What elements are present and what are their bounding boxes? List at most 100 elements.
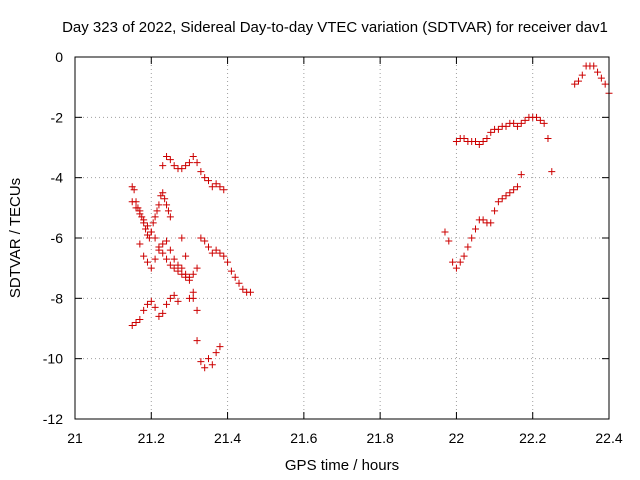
data-point-marker [208,249,216,257]
data-point-marker [216,183,224,191]
data-point-marker [140,306,148,314]
data-point-marker [460,252,468,260]
x-axis-label: GPS time / hours [285,457,399,474]
data-point-marker [475,140,483,148]
data-point-marker [153,207,161,215]
data-point-marker [155,201,163,209]
data-point-marker [189,288,197,296]
data-point-marker [494,198,502,206]
data-point-marker [140,216,148,224]
data-point-marker [590,62,598,70]
data-point-marker [491,207,499,215]
data-point-marker [544,134,552,142]
data-point-marker [227,267,235,275]
data-point-marker [502,192,510,200]
data-point-marker [166,213,174,221]
data-point-marker [193,159,201,167]
x-tick-label: 21.4 [214,430,241,446]
data-point-marker [212,246,220,254]
data-point-marker [155,312,163,320]
data-point-marker [212,180,220,188]
data-point-marker [601,80,609,88]
series-sat-9 [452,113,556,176]
data-point-marker [189,153,197,161]
plot-frame [74,56,610,420]
y-tick-label: -10 [43,351,63,367]
data-point-marker [216,249,224,257]
data-point-marker [170,291,178,299]
data-point-marker [578,71,586,79]
data-point-marker [548,168,556,176]
data-point-marker [468,234,476,242]
data-point-marker [479,137,487,145]
data-point-marker [136,240,144,248]
data-point-marker [517,171,525,179]
data-point-marker [510,119,518,127]
series-sat-7 [185,288,224,372]
data-point-marker [472,225,479,233]
data-point-marker [224,258,232,266]
data-point-marker [197,168,205,176]
chart-title: Day 323 of 2022, Sidereal Day-to-day VTE… [62,19,608,36]
data-point-marker [136,210,144,218]
x-tick-label: 22.2 [519,430,546,446]
data-point-marker [208,361,216,369]
x-tick-label: 22 [449,430,465,446]
data-point-marker [143,222,151,230]
data-point-marker [193,264,201,272]
data-point-marker [521,116,529,124]
series-sat-3 [128,291,182,329]
data-point-marker [510,186,518,194]
x-tick-label: 21.2 [138,430,165,446]
data-point-marker [128,198,136,206]
data-point-marker [185,294,193,302]
data-point-marker [140,252,148,260]
data-point-marker [170,255,178,263]
data-point-marker [513,122,521,130]
data-point-marker [182,162,190,170]
y-tick-label: 0 [55,49,63,65]
data-point-marker [166,261,174,269]
data-point-marker [594,68,602,76]
data-point-marker [151,255,159,263]
x-tick-label: 21.6 [290,430,317,446]
data-point-marker [164,207,172,215]
data-point-marker [460,134,468,142]
data-point-marker [174,267,182,275]
series-sat-4 [136,237,190,278]
data-point-marker [155,246,163,254]
data-point-marker [161,195,169,203]
data-points [128,62,613,372]
data-point-marker [182,270,190,278]
data-point-marker [147,264,155,272]
data-point-marker [513,183,521,191]
data-point-marker [193,306,201,314]
data-point-marker [178,264,186,272]
data-point-marker [479,216,487,224]
data-point-marker [189,270,197,278]
data-point-marker [143,300,151,308]
data-point-marker [220,186,228,194]
data-point-marker [178,234,186,242]
data-point-marker [130,186,138,194]
data-point-marker [540,119,548,127]
data-point-marker [216,343,224,351]
data-point-marker [163,255,171,263]
data-point-marker [205,177,212,185]
data-point-marker [178,165,186,173]
data-point-marker [193,337,201,345]
data-point-marker [533,113,541,121]
data-point-marker [212,349,220,357]
data-point-marker [151,303,159,311]
data-point-marker [132,318,140,326]
data-point-marker [246,288,254,296]
data-point-marker [205,243,212,251]
data-point-marker [445,237,453,245]
x-tick-label: 21.8 [367,430,394,446]
y-tick-label: -8 [51,290,64,306]
data-point-marker [159,240,167,248]
data-point-marker [441,228,449,236]
data-point-marker [449,258,457,266]
